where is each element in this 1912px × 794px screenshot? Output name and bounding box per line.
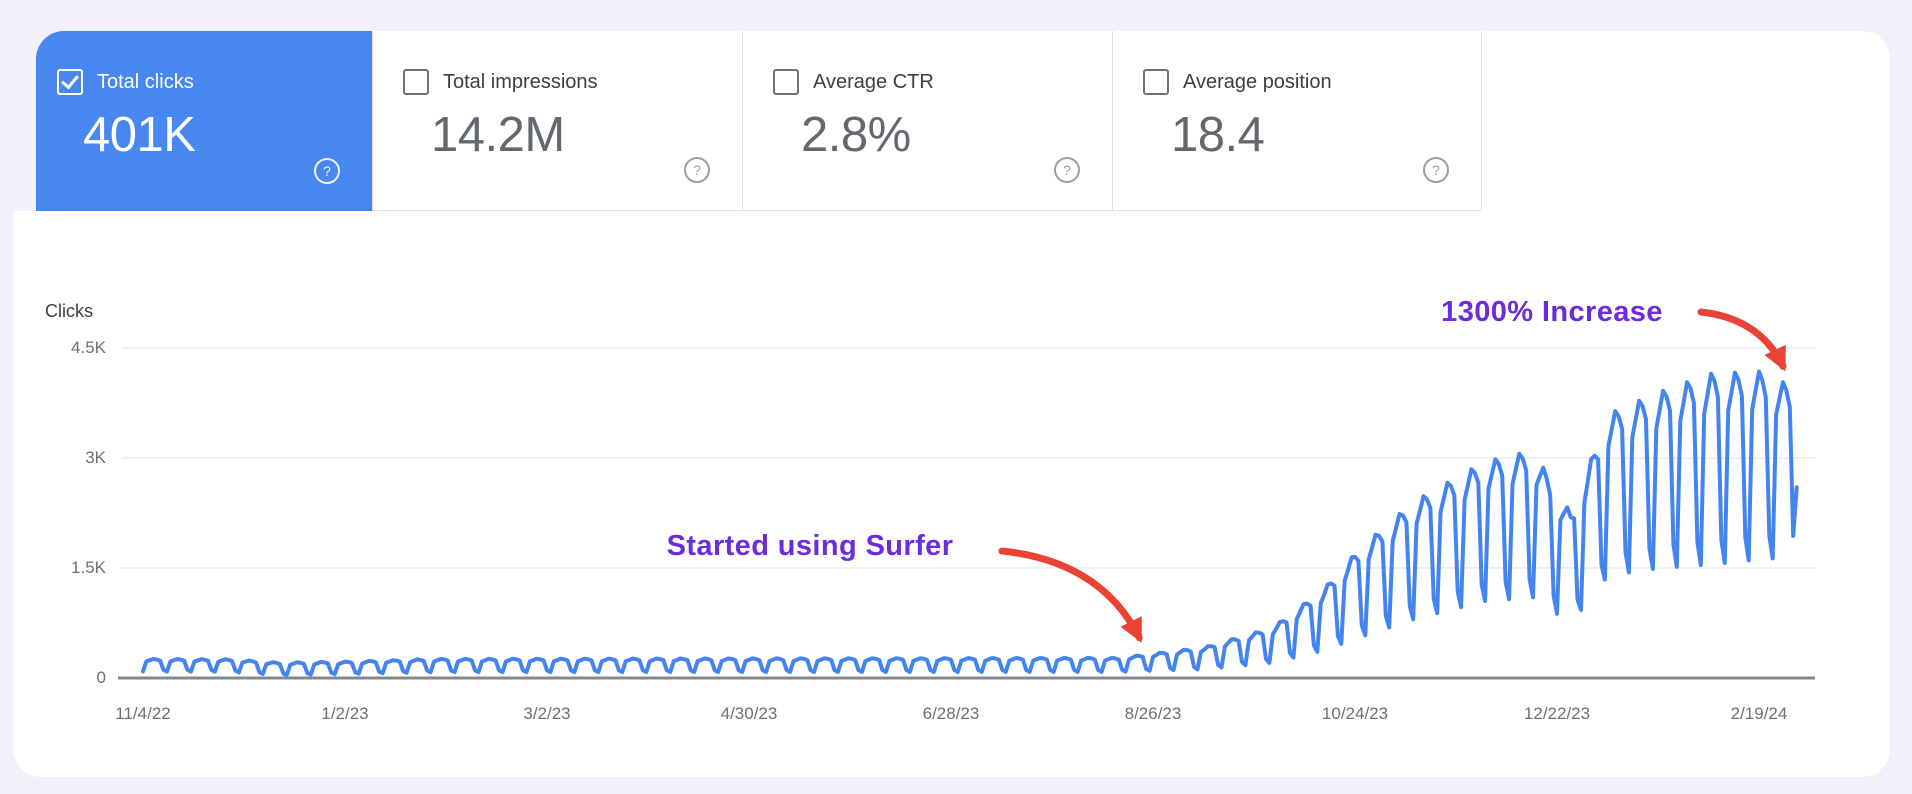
metric-card-total-clicks[interactable]: Total clicks 401K ? xyxy=(36,31,372,211)
card-value: 18.4 xyxy=(1171,108,1265,162)
card-header: Average CTR xyxy=(743,31,1112,95)
help-icon[interactable]: ? xyxy=(684,157,710,183)
card-label: Average position xyxy=(1183,70,1332,93)
card-label: Total clicks xyxy=(97,70,194,93)
metric-card-total-impressions[interactable]: Total impressions 14.2M ? xyxy=(372,31,742,211)
checkbox-icon[interactable] xyxy=(403,69,429,95)
card-label: Average CTR xyxy=(813,70,934,93)
help-icon[interactable]: ? xyxy=(314,158,340,184)
card-header: Average position xyxy=(1113,31,1481,95)
chart-plot-area[interactable] xyxy=(13,211,1890,777)
metric-cards-row: Total clicks 401K ? Total impressions 14… xyxy=(36,31,1890,211)
card-label: Total impressions xyxy=(443,70,598,93)
card-value: 14.2M xyxy=(431,108,565,162)
metric-card-average-position[interactable]: Average position 18.4 ? xyxy=(1112,31,1482,211)
checkbox-checked-icon[interactable] xyxy=(57,69,83,95)
metric-card-average-ctr[interactable]: Average CTR 2.8% ? xyxy=(742,31,1112,211)
card-value: 401K xyxy=(83,108,196,162)
help-icon[interactable]: ? xyxy=(1054,157,1080,183)
card-header: Total impressions xyxy=(373,31,742,95)
checkbox-icon[interactable] xyxy=(773,69,799,95)
checkbox-icon[interactable] xyxy=(1143,69,1169,95)
card-value: 2.8% xyxy=(801,108,911,162)
card-header: Total clicks xyxy=(36,31,372,95)
help-icon[interactable]: ? xyxy=(1423,157,1449,183)
checkmark-icon xyxy=(61,70,79,90)
